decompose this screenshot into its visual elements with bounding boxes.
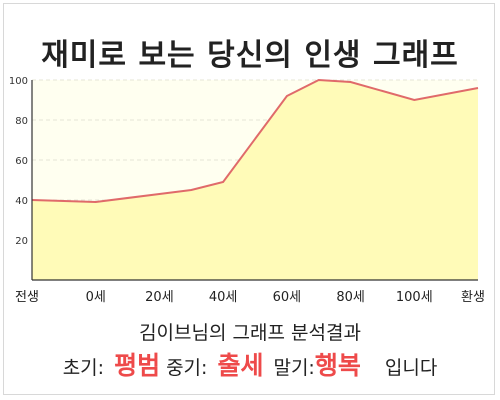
x-tick-label: 80세	[336, 290, 365, 305]
y-tick-labels: 20 40 60 80 100	[9, 76, 28, 247]
x-tick-label: 100세	[396, 290, 433, 305]
y-tick-label: 60	[15, 156, 28, 167]
x-tick-label: 20세	[145, 290, 174, 305]
x-tick-label: 40세	[209, 290, 238, 305]
x-tick-label: 60세	[273, 290, 302, 305]
y-tick-label: 20	[15, 236, 28, 247]
x-tick-labels: 전생 0세 20세 40세 60세 80세 100세 환생	[15, 290, 485, 305]
analysis-subtitle: 김이브님의 그래프 분석결과	[139, 322, 361, 344]
y-tick-label: 40	[15, 196, 28, 207]
chart-title: 재미로 보는 당신의 인생 그래프	[41, 38, 459, 73]
result-summary: 초기: 평범 중기: 출세 말기: 행복 입니다	[0, 346, 500, 382]
series-line	[31, 78, 479, 204]
summary-suffix: 입니다	[384, 357, 438, 379]
x-tick-label: 0세	[86, 290, 106, 305]
x-tick-label: 환생	[461, 290, 485, 305]
y-tick-label: 100	[9, 76, 28, 87]
mid-label: 중기:	[166, 357, 208, 379]
early-label: 초기:	[62, 357, 105, 379]
chart-frame	[3, 3, 495, 395]
late-label: 말기:	[273, 357, 315, 379]
early-value: 평범	[114, 351, 161, 380]
mid-value: 출세	[217, 351, 264, 380]
area-fill	[32, 80, 478, 280]
y-tick-label: 80	[15, 116, 28, 127]
late-value: 행복	[314, 351, 361, 380]
x-tick-label: 전생	[15, 290, 39, 305]
